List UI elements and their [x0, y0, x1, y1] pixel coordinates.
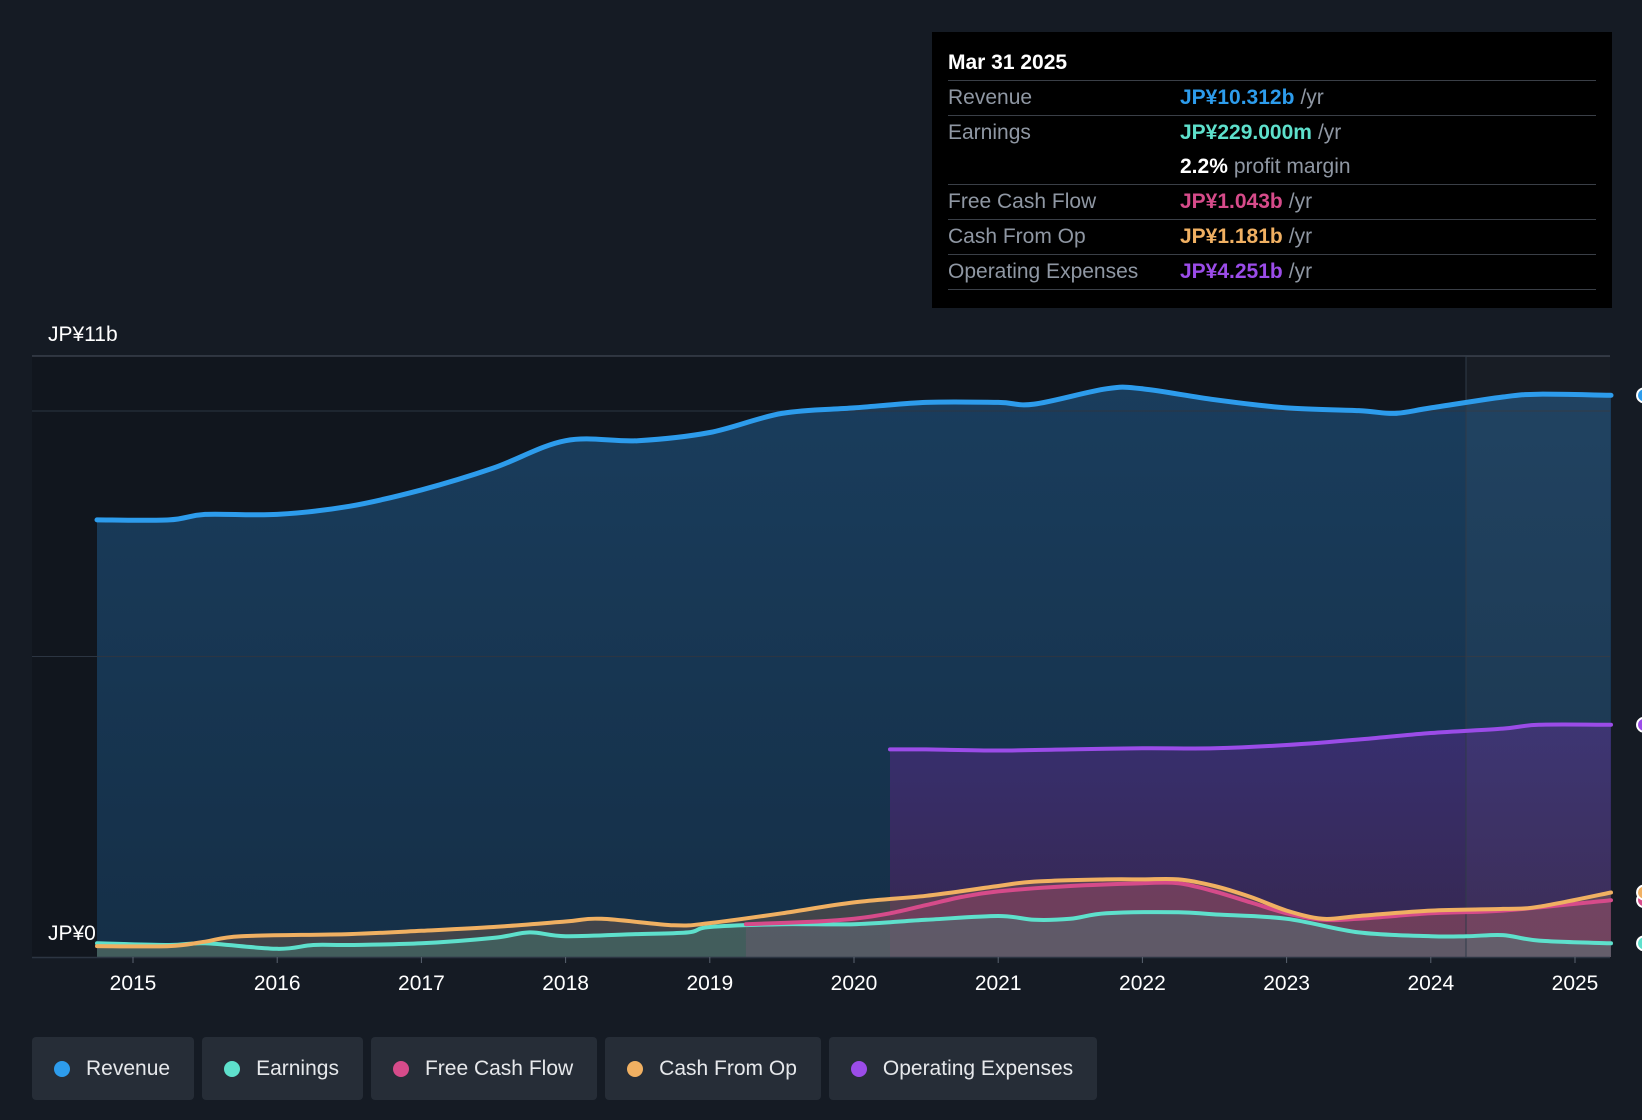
x-tick-label: 2024 [1407, 972, 1454, 995]
series-end-dots [1636, 387, 1642, 952]
legend-dot-icon [54, 1060, 70, 1077]
end-dot-operating-expenses [1636, 717, 1642, 733]
legend-label: Free Cash Flow [424, 1056, 574, 1080]
x-tick-label: 2019 [686, 972, 733, 995]
x-tick-label: 2018 [542, 972, 589, 995]
legend-item-operating-expenses[interactable]: Operating Expenses [828, 1037, 1098, 1100]
tooltip-value: 2.2% [1180, 155, 1228, 178]
tooltip-label: Earnings [948, 121, 1031, 144]
x-tick-label: 2017 [398, 972, 445, 995]
forecast-highlight [1466, 356, 1610, 957]
tooltip-unit: /yr [1288, 190, 1313, 213]
tooltip-date: Mar 31 2025 [948, 46, 1596, 81]
tooltip-unit: /yr [1288, 225, 1313, 248]
tooltip-value: JP¥1.181b [1180, 225, 1283, 248]
legend-item-revenue[interactable]: Revenue [32, 1037, 195, 1100]
x-tick-label: 2023 [1263, 972, 1310, 995]
tooltip-panel: Mar 31 2025 Revenue JP¥10.312b /yr Earni… [932, 32, 1612, 308]
legend: Revenue Earnings Free Cash Flow Cash Fro… [32, 1037, 1098, 1100]
legend-dot-icon [850, 1060, 867, 1077]
tooltip-unit: /yr [1288, 260, 1313, 283]
x-tick-label: 2022 [1119, 972, 1166, 995]
y-axis-top-label: JP¥11b [48, 323, 118, 346]
legend-label: Cash From Op [659, 1056, 797, 1080]
tooltip-label: Free Cash Flow [948, 190, 1097, 213]
legend-dot-icon [627, 1060, 644, 1077]
legend-label: Operating Expenses [882, 1056, 1074, 1080]
tooltip-unit: /yr [1317, 121, 1342, 144]
legend-dot-icon [392, 1060, 409, 1077]
line-cash-from-op [95, 876, 1613, 949]
tooltip-unit: /yr [1300, 86, 1324, 109]
tooltip-row-operating-expenses: Operating Expenses JP¥4.251b /yr [948, 255, 1596, 290]
tooltip-unit: profit margin [1233, 155, 1351, 178]
tooltip-label: Revenue [948, 86, 1033, 109]
end-dot-cash-from-op [1636, 884, 1642, 901]
area-free-cash-flow [745, 882, 1611, 957]
area-earnings [97, 912, 1611, 957]
series-lines [94, 384, 1614, 951]
x-axis-ticks: 2015 2016 2017 2018 2019 2020 2021 2022 2023 2024… [110, 957, 1599, 995]
line-operating-expenses [888, 722, 1613, 753]
tooltip-row-earnings: Earnings JP¥229.000m /yr [948, 116, 1596, 150]
legend-item-earnings[interactable]: Earnings [202, 1037, 363, 1100]
x-tick-label: 2020 [831, 972, 878, 995]
tooltip-row-cash-from-op: Cash From Op JP¥1.181b /yr [948, 220, 1596, 255]
end-dot-revenue [1636, 387, 1642, 404]
tooltip-row-revenue: Revenue JP¥10.312b /yr [948, 81, 1596, 116]
x-tick-label: 2016 [254, 972, 301, 995]
line-revenue [94, 384, 1614, 523]
tooltip-label: Cash From Op [948, 225, 1086, 248]
x-tick-label: 2015 [110, 972, 157, 995]
x-tick-label: 2021 [975, 972, 1022, 995]
tooltip-value: JP¥1.043b [1180, 190, 1283, 213]
legend-dot-icon [224, 1060, 241, 1077]
line-earnings [95, 910, 1613, 951]
end-dot-earnings [1636, 935, 1642, 952]
legend-label: Earnings [256, 1056, 339, 1080]
legend-item-free-cash-flow[interactable]: Free Cash Flow [370, 1037, 598, 1100]
tooltip-value: JP¥10.312b [1180, 86, 1295, 109]
area-operating-expenses [890, 724, 1611, 957]
tooltip-row-profit-margin: 2.2% profit margin [948, 150, 1596, 185]
y-axis-bottom-label: JP¥0 [48, 922, 96, 945]
line-free-cash-flow [743, 880, 1613, 927]
x-tick-label: 2025 [1552, 972, 1599, 995]
tooltip-value: JP¥4.251b [1180, 260, 1283, 283]
legend-label: Revenue [86, 1056, 171, 1080]
series-areas [97, 387, 1611, 957]
tooltip-row-free-cash-flow: Free Cash Flow JP¥1.043b /yr [948, 185, 1596, 220]
tooltip-value: JP¥229.000m [1180, 121, 1312, 144]
legend-item-cash-from-op[interactable]: Cash From Op [605, 1037, 821, 1100]
tooltip-label: Operating Expenses [948, 260, 1139, 283]
